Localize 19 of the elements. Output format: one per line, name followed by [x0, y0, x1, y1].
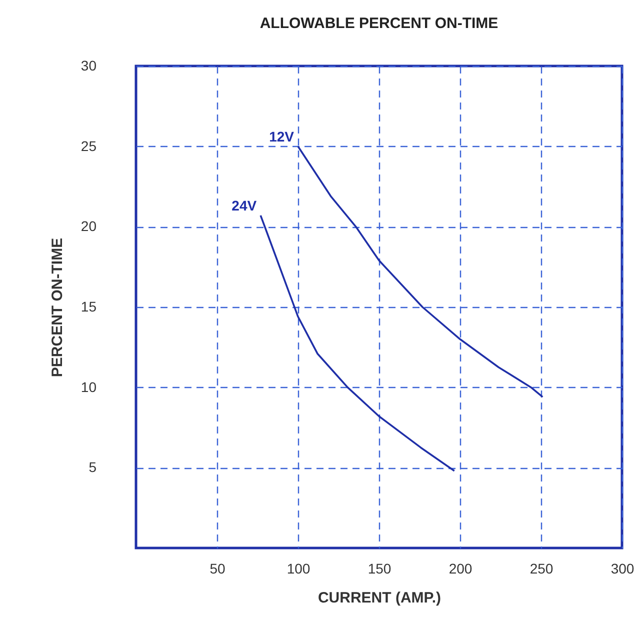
y-tick-label: 5 — [88, 459, 97, 476]
x-tick-label: 250 — [530, 560, 554, 576]
x-tick-label: 100 — [286, 560, 310, 576]
y-axis-title: PERCENT ON-TIME — [48, 238, 66, 378]
x-tick-label: 300 — [610, 560, 634, 576]
y-tick-label: 20 — [80, 218, 97, 234]
x-axis-title: CURRENT (AMP.) — [318, 590, 442, 606]
line-series — [297, 145, 544, 398]
y-tick-label: 15 — [80, 298, 97, 314]
y-tick-label: 25 — [80, 138, 97, 154]
series-label: 12V — [269, 128, 295, 144]
x-tick-label: 50 — [210, 560, 226, 576]
x-tick-label: 200 — [448, 560, 472, 576]
line-series — [260, 214, 456, 472]
chart-title: ALLOWABLE PERCENT ON-TIME — [260, 15, 498, 32]
y-tick-label: 30 — [80, 58, 97, 74]
x-tick-label: 150 — [368, 560, 392, 576]
y-tick-label: 10 — [80, 378, 97, 395]
series-label: 24V — [232, 197, 258, 214]
